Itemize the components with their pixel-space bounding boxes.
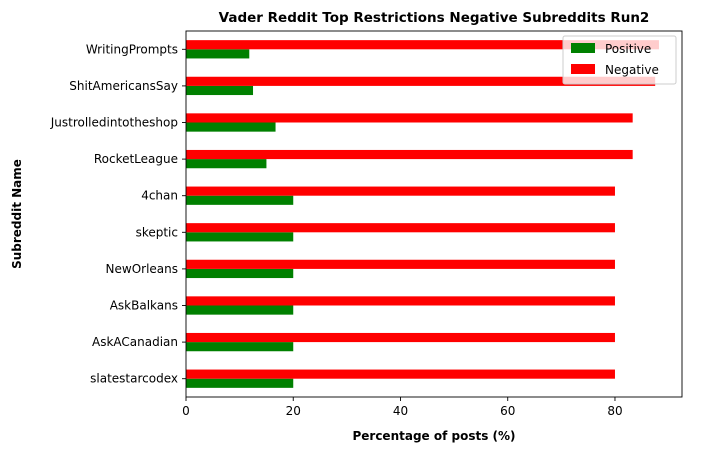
x-axis-title: Percentage of posts (%) — [352, 429, 515, 443]
x-tick-label: 80 — [607, 404, 622, 418]
bar-negative-rocketleague — [186, 149, 633, 160]
bar-positive-skeptic — [186, 232, 294, 242]
bar-negative-justrolledintotheshop — [186, 113, 633, 123]
bar-negative-slatestarcodex — [186, 369, 615, 379]
x-tick-label: 0 — [182, 404, 190, 418]
y-tick-label: AskACanadian — [92, 335, 178, 349]
bar-negative-askbalkans — [186, 296, 615, 306]
y-axis: WritingPrompts ShitAmericansSay Justrolled… — [50, 42, 186, 386]
y-tick-label: ShitAmericansSay — [69, 79, 178, 93]
bar-positive-slatestarcodex — [186, 378, 294, 388]
bar-negative-4chan — [186, 186, 615, 196]
bar-negative-skeptic — [186, 223, 615, 233]
y-tick-label: AskBalkans — [110, 299, 178, 313]
y-tick-label: WritingPrompts — [86, 42, 178, 56]
x-tick-label: 60 — [500, 404, 515, 418]
legend-swatch-positive — [571, 43, 595, 53]
y-tick-label: RocketLeague — [94, 152, 178, 166]
y-axis-title: Subreddit Name — [10, 159, 24, 269]
bar-positive-askbalkans — [186, 305, 294, 315]
bar-positive-4chan — [186, 195, 294, 205]
bar-negative-askacanadian — [186, 332, 615, 343]
x-tick-label: 20 — [286, 404, 301, 418]
bar-negative-writingprompts — [186, 40, 659, 50]
bar-positive-askacanadian — [186, 342, 294, 352]
legend-label-positive: Positive — [605, 42, 651, 56]
chart-title: Vader Reddit Top Restrictions Negative S… — [219, 10, 650, 26]
y-tick-label: NewOrleans — [106, 262, 178, 276]
bar-positive-neworleans — [186, 268, 294, 279]
x-axis: 0 20 40 60 80 — [182, 397, 623, 418]
x-tick-label: 40 — [393, 404, 408, 418]
y-tick-label: 4chan — [141, 189, 178, 203]
bar-negative-neworleans — [186, 259, 615, 269]
bars-layer — [186, 40, 659, 388]
plot-frame — [185, 30, 683, 398]
bar-negative-shitamericanssay — [186, 76, 656, 86]
legend-label-negative: Negative — [605, 63, 659, 77]
bar-positive-shitamericanssay — [186, 85, 254, 96]
y-tick-label: slatestarcodex — [90, 372, 178, 386]
y-tick-label: Justrolledintotheshop — [50, 116, 178, 130]
legend: Positive Negative — [562, 35, 677, 85]
bar-positive-writingprompts — [186, 49, 250, 59]
bar-positive-rocketleague — [186, 159, 267, 169]
y-tick-label: skeptic — [136, 225, 178, 239]
bar-positive-justrolledintotheshop — [186, 122, 276, 132]
legend-swatch-negative — [571, 64, 595, 74]
